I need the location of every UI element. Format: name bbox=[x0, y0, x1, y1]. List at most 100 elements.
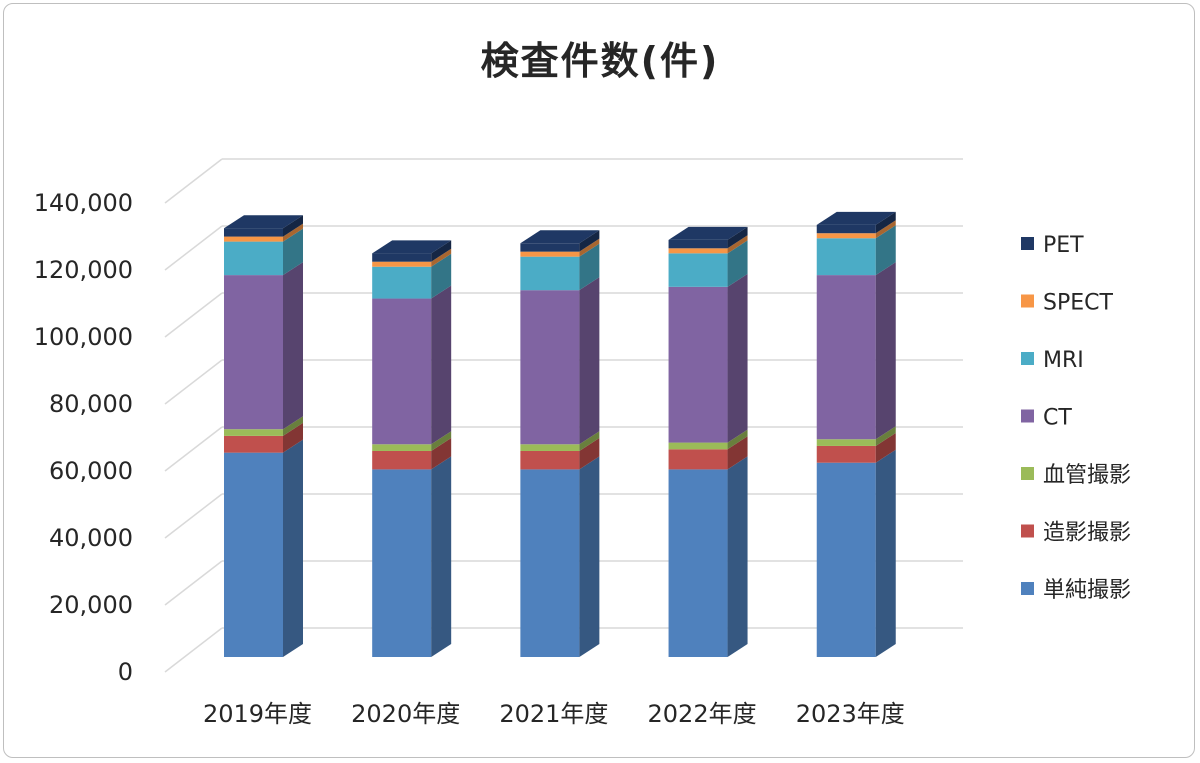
bar-segment-side bbox=[283, 416, 303, 436]
bar-top bbox=[520, 230, 600, 244]
bar-segment bbox=[668, 286, 728, 443]
bar-segment-side bbox=[579, 243, 600, 291]
x-tick-label: 2023年度 bbox=[796, 700, 905, 728]
legend-label: MRI bbox=[1043, 348, 1084, 373]
bar-segment bbox=[372, 469, 432, 657]
bar-segment bbox=[668, 253, 728, 287]
y-tick-label: 100,000 bbox=[34, 323, 133, 351]
x-axis-ticks: 2019年度 2020年度 2021年度 2022年度 2023年度 bbox=[203, 700, 905, 728]
bar-segment-side bbox=[875, 225, 896, 276]
bar-segment-side bbox=[727, 235, 748, 254]
bar-segment bbox=[372, 261, 432, 267]
bar-segment-side bbox=[579, 437, 600, 470]
bar-segment bbox=[224, 275, 283, 430]
bar-segment bbox=[520, 256, 580, 291]
x-tick-label: 2022年度 bbox=[648, 700, 757, 728]
legend-swatch bbox=[1021, 409, 1034, 423]
y-tick-label: 60,000 bbox=[49, 457, 133, 485]
legend-swatch bbox=[1021, 524, 1034, 538]
bar-segment-side bbox=[283, 262, 303, 430]
bar-stack bbox=[668, 226, 748, 657]
bar-segment-side bbox=[875, 262, 896, 440]
bar-segment bbox=[668, 239, 728, 249]
bar-segment-side bbox=[727, 273, 748, 443]
y-tick-label: 20,000 bbox=[49, 591, 133, 619]
legend-label: 造影撮影 bbox=[1043, 521, 1131, 546]
bar-segment bbox=[520, 251, 580, 257]
bar-segment bbox=[224, 452, 283, 657]
x-tick-label: 2021年度 bbox=[499, 700, 608, 728]
bar-segment-side bbox=[875, 426, 896, 446]
bar-segment-side bbox=[727, 436, 748, 470]
bar-segment-side bbox=[283, 422, 303, 453]
bar-segment bbox=[520, 290, 580, 445]
bar-segment-side bbox=[283, 223, 303, 242]
bar-segment-side bbox=[579, 277, 600, 445]
bar-segment bbox=[372, 450, 432, 470]
bar-layer bbox=[224, 211, 896, 657]
bar-segment-side bbox=[579, 431, 600, 451]
y-tick-label: 0 bbox=[118, 658, 133, 686]
bar-segment bbox=[816, 275, 876, 440]
bar-segment-side bbox=[727, 456, 748, 657]
bar-segment-side bbox=[579, 238, 600, 257]
bar-segment bbox=[520, 450, 580, 470]
legend-swatch bbox=[1021, 294, 1034, 308]
bar-segment-side bbox=[431, 253, 452, 299]
bar-segment bbox=[816, 439, 876, 446]
bar-segment-side bbox=[727, 240, 748, 287]
bar-segment bbox=[668, 248, 728, 254]
bar-top bbox=[668, 226, 748, 240]
bar-segment bbox=[224, 429, 283, 436]
y-tick-label: 80,000 bbox=[49, 390, 133, 418]
gridline-diag bbox=[164, 292, 223, 338]
bar-segment bbox=[372, 298, 432, 445]
bar-top bbox=[224, 215, 303, 229]
legend-swatch bbox=[1021, 582, 1034, 595]
bar-segment bbox=[816, 445, 876, 463]
bar-stack bbox=[520, 230, 600, 657]
bar-segment-side bbox=[579, 230, 600, 252]
x-tick-label: 2019年度 bbox=[203, 700, 312, 728]
bar-segment bbox=[372, 266, 432, 299]
bar-segment-side bbox=[875, 432, 896, 463]
y-tick-label: 120,000 bbox=[34, 256, 133, 284]
bar-segment-side bbox=[431, 437, 452, 470]
legend-label: 単純撮影 bbox=[1043, 578, 1131, 603]
bar-segment bbox=[372, 444, 432, 451]
legend-swatch bbox=[1021, 467, 1034, 480]
legend-label: PET bbox=[1043, 233, 1084, 258]
bar-segment bbox=[816, 462, 876, 657]
bar-segment bbox=[816, 238, 876, 276]
bar-segment bbox=[224, 435, 283, 453]
bar-segment-side bbox=[431, 240, 452, 262]
bar-segment-side bbox=[727, 226, 748, 249]
legend-swatch bbox=[1021, 237, 1034, 250]
chart-title: 検査件数(件) bbox=[481, 39, 720, 83]
bar-segment bbox=[520, 243, 580, 252]
bar-segment bbox=[224, 228, 283, 237]
y-axis-ticks: 0 20,000 40,000 60,000 80,000 100,000 120,000 1… bbox=[34, 189, 133, 686]
bar-segment-side bbox=[283, 439, 303, 657]
bar-segment bbox=[520, 469, 580, 657]
legend-swatch bbox=[1021, 352, 1034, 365]
gridline-diag bbox=[164, 225, 223, 271]
bar-segment-side bbox=[431, 456, 452, 657]
bar-segment-side bbox=[283, 228, 303, 276]
bar-segment bbox=[668, 442, 728, 450]
bar-segment-side bbox=[875, 449, 896, 657]
legend-label: CT bbox=[1043, 406, 1072, 431]
bar-segment bbox=[520, 444, 580, 451]
bar-segment bbox=[372, 253, 432, 262]
bar-stack bbox=[372, 240, 452, 657]
gridline-diag bbox=[164, 359, 223, 405]
bar-segment bbox=[816, 233, 876, 239]
bar-segment bbox=[816, 224, 876, 234]
gridline-diag bbox=[164, 627, 223, 673]
bar-segment-side bbox=[875, 220, 896, 239]
bar-segment bbox=[668, 469, 728, 657]
legend-label: SPECT bbox=[1043, 291, 1113, 316]
bar-segment-side bbox=[431, 285, 452, 445]
